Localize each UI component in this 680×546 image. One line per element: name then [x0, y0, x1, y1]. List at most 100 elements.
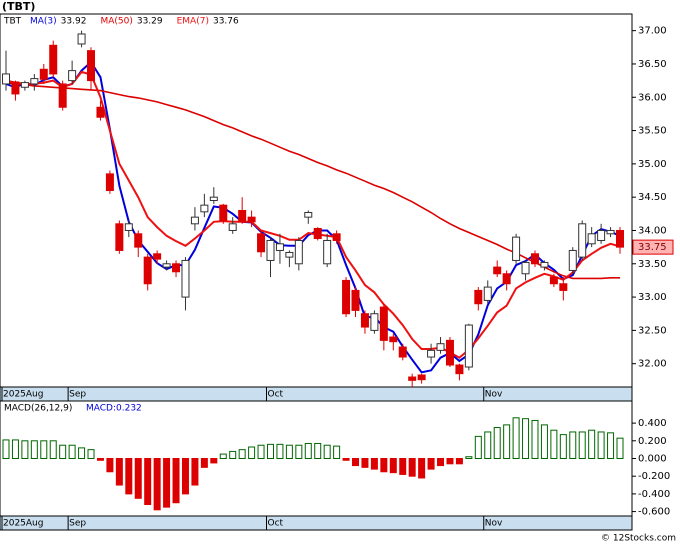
macd-bar: [437, 458, 445, 467]
candle-body: [238, 209, 247, 223]
candle-body: [483, 286, 492, 301]
macd-bar: [607, 432, 615, 460]
x-tick-label: Oct: [267, 519, 283, 529]
macd-bar: [522, 418, 530, 460]
macd-bar: [144, 458, 152, 505]
candle-body: [474, 289, 483, 305]
last-price-box: [632, 239, 674, 255]
macd-bar: [210, 458, 218, 464]
y-tick-label: 0.000: [638, 454, 667, 465]
macd-bar: [78, 447, 86, 459]
macd-bar: [352, 458, 360, 467]
y-tick-label: 36.50: [638, 59, 667, 70]
macd-bar: [370, 458, 378, 470]
macd-bar: [540, 424, 548, 459]
candle-body: [294, 239, 303, 265]
macd-title: MACD(26,12,9): [4, 404, 72, 414]
x-tick-label: Nov: [485, 390, 503, 400]
macd-bar: [484, 431, 492, 460]
macd-bar: [40, 440, 48, 459]
candle-body: [512, 236, 521, 261]
macd-bar: [446, 458, 454, 465]
candle-body: [323, 239, 332, 265]
candle-body: [360, 313, 369, 328]
symbol: TBT: [3, 17, 22, 27]
candle-body: [578, 223, 587, 258]
legend-value: 33.76: [213, 17, 239, 27]
candle-body: [228, 223, 237, 231]
candle-body: [30, 78, 39, 85]
candle-body: [209, 196, 218, 202]
candle-body: [597, 229, 606, 241]
legend-name: MA(3): [30, 17, 57, 27]
legend-value: 33.29: [137, 17, 163, 27]
candle-body: [370, 313, 379, 331]
macd-bar: [465, 456, 473, 460]
y-tick-label: -0.200: [638, 471, 670, 482]
candle-body: [568, 249, 577, 271]
macd-bar: [512, 417, 520, 459]
y-tick-label: 32.50: [638, 325, 667, 336]
macd-bar: [285, 444, 293, 460]
macd-bar: [2, 439, 10, 459]
x-tick-label: Nov: [485, 519, 503, 529]
candle-body: [39, 68, 48, 80]
candle-body: [493, 266, 502, 275]
macd-bar: [163, 458, 171, 508]
macd-bar: [389, 458, 397, 474]
candle-body: [408, 376, 417, 381]
macd-bar: [569, 431, 577, 460]
candle-body: [181, 259, 190, 298]
macd-bar: [49, 440, 57, 459]
candle-body: [87, 50, 96, 82]
x-tick-label: 2025Aug: [3, 519, 43, 529]
macd-bar: [172, 458, 180, 504]
candle-body: [285, 251, 294, 258]
macd-bar: [588, 429, 596, 460]
candle-body: [389, 336, 398, 343]
macd-bar: [266, 443, 274, 460]
macd-bar: [30, 440, 38, 459]
candle-body: [153, 253, 162, 260]
candle-body: [11, 81, 20, 95]
candle-body: [455, 364, 464, 375]
y-tick-label: 37.00: [638, 26, 667, 37]
x-tick-label: 2025Aug: [3, 390, 43, 400]
candle-body: [200, 204, 209, 213]
macd-bar: [229, 450, 237, 459]
candle-body: [134, 233, 143, 248]
candle-body: [105, 173, 114, 192]
y-tick-label: -0.600: [638, 507, 670, 518]
macd-bar: [474, 435, 482, 459]
candle-body: [332, 233, 341, 241]
y-tick-label: 33.00: [638, 292, 667, 303]
macd-bar: [531, 419, 539, 460]
macd-bar: [134, 458, 142, 499]
y-tick-label: 36.00: [638, 92, 667, 103]
macd-bar: [200, 458, 208, 468]
candle-body: [606, 229, 615, 235]
candle-body: [616, 229, 624, 248]
macd-bar: [59, 444, 67, 460]
footer: © 12Stocks.com: [601, 534, 676, 544]
macd-bar: [616, 437, 624, 459]
candle-body: [559, 283, 568, 291]
macd-bar: [503, 424, 511, 459]
x-tick-label: Oct: [267, 390, 283, 400]
candle-body: [398, 346, 407, 358]
price-panel: [0, 13, 633, 388]
candle-body: [313, 227, 322, 239]
macd-bar: [408, 458, 416, 477]
date-band: [0, 515, 633, 531]
macd-bar: [323, 444, 331, 460]
chart-title: (TBT): [2, 0, 35, 13]
y-tick-label: 0.400: [638, 418, 667, 429]
macd-bar: [68, 444, 76, 460]
macd-bar: [106, 458, 114, 473]
candle-body: [379, 306, 388, 341]
macd-bar: [418, 458, 426, 479]
macd-bar: [559, 434, 567, 460]
macd-bar: [219, 453, 227, 460]
macd-bar: [125, 458, 133, 495]
macd-bar: [238, 449, 246, 459]
